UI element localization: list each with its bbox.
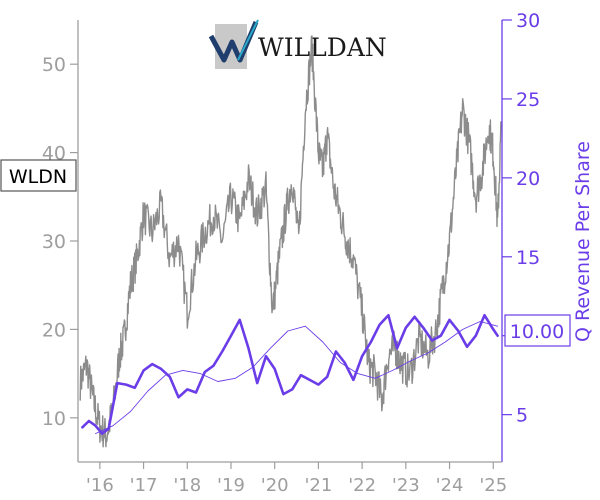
right-tick-label: 15 [516, 247, 540, 269]
x-tick-label: '25 [479, 475, 507, 496]
logo-accent-stroke [237, 19, 259, 61]
x-tick-label: '21 [304, 475, 332, 496]
current-value-label: 10.00 [510, 321, 564, 343]
right-tick-label: 5 [516, 405, 528, 427]
left-tick-label: 10 [42, 408, 66, 430]
plot-area [79, 35, 502, 448]
right-axis-title: Q Revenue Per Share [572, 141, 594, 342]
company-logo: WILLDAN [208, 19, 387, 69]
series-line-revenue-thick [81, 313, 499, 435]
left-tick-label: 50 [42, 54, 66, 76]
left-tick-label: 20 [42, 319, 66, 341]
series-group [79, 35, 502, 448]
x-tick-label: '16 [86, 475, 114, 496]
ticker-box-border [0, 159, 77, 192]
right-tick-label: 25 [516, 89, 540, 111]
left-axis: 10 20 30 40 50 [42, 20, 79, 462]
x-tick-label: '22 [348, 475, 376, 496]
series-line-price [79, 35, 502, 448]
ticker-box: WLDN [0, 159, 77, 192]
current-value-box: 10.00 [504, 314, 571, 347]
left-tick-label: 40 [42, 143, 66, 165]
series-line-revenue-thin [95, 321, 499, 435]
x-tick-label: '17 [130, 475, 158, 496]
current-value-border [504, 314, 571, 347]
x-tick-label: '23 [392, 475, 420, 496]
right-tick-label: 20 [516, 168, 540, 190]
x-tick-label: '18 [173, 475, 201, 496]
logo-wordmark: WILLDAN [258, 33, 387, 62]
right-tick-label: 30 [516, 10, 540, 32]
ticker-symbol: WLDN [9, 166, 67, 188]
left-tick-label: 30 [42, 231, 66, 253]
x-tick-label: '20 [261, 475, 289, 496]
right-axis: 51015202530 [501, 10, 540, 462]
x-tick-label: '19 [217, 475, 245, 496]
x-axis: '16 '17 '18 '19 '20 '21 '22 '23 '24 '25 [78, 461, 507, 496]
x-tick-label: '24 [436, 475, 464, 496]
